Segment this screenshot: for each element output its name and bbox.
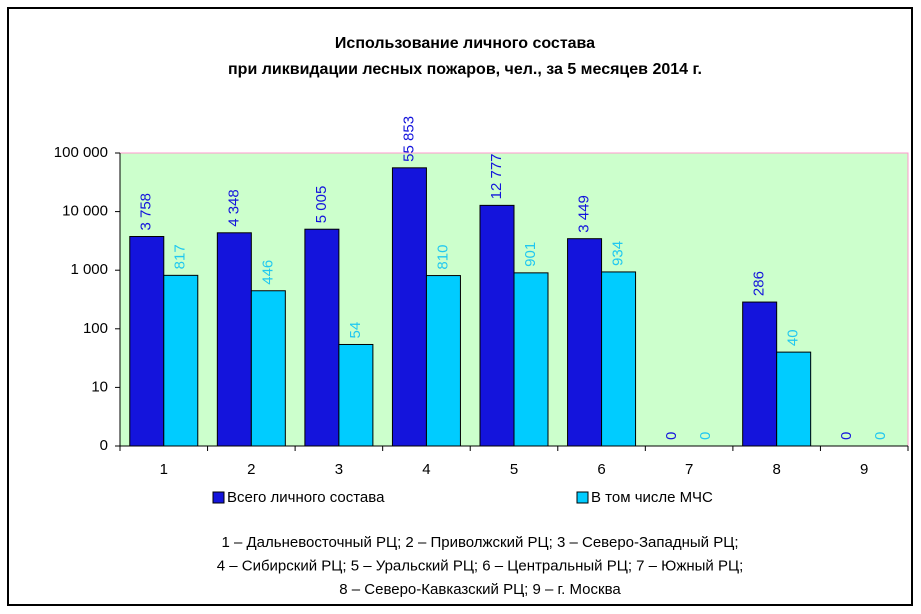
value-label: 54: [347, 322, 364, 339]
note: 8 – Северо-Кавказский РЦ; 9 – г. Москва: [339, 581, 621, 598]
bar: [163, 274, 199, 447]
bar: [129, 236, 165, 447]
value-label: 0: [838, 432, 855, 440]
note: 1 – Дальневосточный РЦ; 2 – Приволжский …: [222, 534, 739, 551]
y-tick-label: 1 000: [70, 261, 108, 278]
value-label: 934: [610, 241, 627, 266]
bar: [250, 290, 286, 447]
value-label: 12 777: [488, 153, 505, 199]
bar: [216, 232, 252, 447]
value-label: 0: [697, 432, 714, 440]
value-label: 4 348: [225, 189, 242, 227]
value-label: 3 758: [138, 193, 155, 231]
bar: [513, 272, 549, 447]
bar: [742, 301, 778, 447]
bar: [391, 167, 427, 447]
value-label: 817: [172, 244, 189, 269]
legend-swatch: [212, 491, 225, 504]
chart-title: при ликвидации лесных пожаров, чел., за …: [228, 61, 702, 78]
y-tick-label: 100 000: [54, 144, 108, 161]
bar: [338, 343, 374, 447]
x-tick-label: 3: [335, 461, 343, 478]
value-label: 286: [751, 271, 768, 296]
value-label: 446: [259, 260, 276, 285]
x-tick-label: 7: [685, 461, 693, 478]
chart-title: Использование личного состава: [335, 35, 595, 52]
y-tick-label: 0: [100, 437, 108, 454]
x-tick-label: 6: [597, 461, 605, 478]
value-label: 0: [872, 432, 889, 440]
bar: [567, 238, 603, 447]
value-label: 55 853: [400, 116, 417, 162]
legend-swatch: [576, 491, 589, 504]
bar: [601, 271, 637, 447]
bar: [425, 275, 461, 447]
value-label: 3 449: [576, 195, 593, 233]
value-label: 810: [434, 245, 451, 270]
bar: [776, 351, 812, 447]
x-tick-label: 2: [247, 461, 255, 478]
x-tick-label: 1: [160, 461, 168, 478]
x-tick-label: 4: [422, 461, 430, 478]
value-label: 0: [663, 432, 680, 440]
legend-label: Всего личного состава: [227, 489, 385, 506]
x-tick-label: 9: [860, 461, 868, 478]
bar: [479, 204, 515, 447]
value-label: 40: [785, 329, 802, 346]
legend-label: В том числе МЧС: [591, 489, 713, 506]
bar: [304, 228, 340, 447]
y-tick-label: 10: [91, 378, 108, 395]
x-tick-label: 8: [772, 461, 780, 478]
x-tick-label: 5: [510, 461, 518, 478]
y-tick-label: 100: [83, 320, 108, 337]
note: 4 – Сибирский РЦ; 5 – Уральский РЦ; 6 – …: [217, 557, 744, 574]
value-label: 5 005: [313, 186, 330, 224]
value-label: 901: [522, 242, 539, 267]
y-tick-label: 10 000: [62, 203, 108, 220]
